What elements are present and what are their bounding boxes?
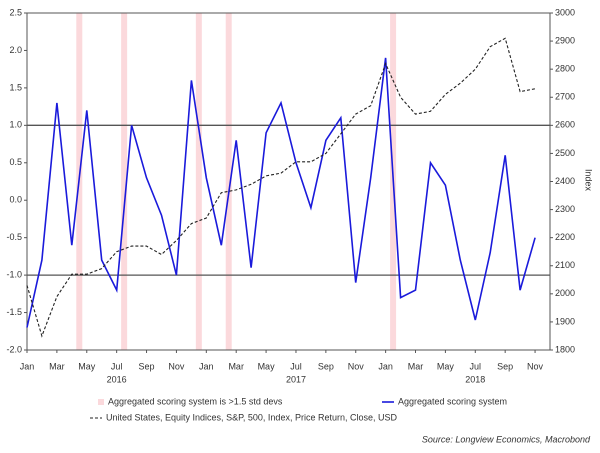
y-tick-label: 1.0 — [9, 120, 22, 130]
source: Source: Longview Economics, Macrobond — [422, 434, 591, 444]
x-tick-label: Jul — [111, 361, 123, 371]
x-tick-label: Mar — [49, 361, 65, 371]
legend-swatch — [98, 399, 104, 405]
x-tick-label: Jan — [378, 361, 393, 371]
y2-tick-label: 2600 — [555, 120, 575, 130]
y-tick-label: 0.5 — [9, 157, 22, 167]
y-tick-label: 0.0 — [9, 195, 22, 205]
y-tick-label: 2.0 — [9, 45, 22, 55]
x-tick-label: Mar — [408, 361, 424, 371]
y2-tick-label: 2300 — [555, 204, 575, 214]
legend-label: United States, Equity Indices, S&P, 500,… — [106, 412, 397, 422]
series-line — [26, 57, 536, 328]
highlight-band — [195, 13, 202, 350]
x-tick-label: Sep — [139, 361, 155, 371]
x-tick-label: Jan — [20, 361, 35, 371]
x-tick-label: May — [258, 361, 276, 371]
plot-frame — [26, 12, 551, 351]
y-tick-label: 2.5 — [9, 7, 22, 17]
y2-axis-label: Index — [584, 169, 594, 192]
x-tick-label: May — [437, 361, 455, 371]
y-tick-label: -1.0 — [6, 269, 22, 279]
x-tick-label: May — [78, 361, 96, 371]
year-label: 2018 — [465, 374, 485, 384]
y-tick-label: 1.5 — [9, 82, 22, 92]
x-tick-label: Jul — [470, 361, 482, 371]
highlight-band — [121, 13, 128, 350]
y2-tick-label: 2200 — [555, 232, 575, 242]
y-tick-label: -1.5 — [6, 307, 22, 317]
x-tick-label: Nov — [527, 361, 544, 371]
x-tick-label: Nov — [348, 361, 365, 371]
y2-tick-label: 2100 — [555, 260, 575, 270]
x-tick-label: Nov — [168, 361, 185, 371]
x-tick-label: Sep — [497, 361, 513, 371]
year-label: 2017 — [286, 374, 306, 384]
legend-label: Aggregated scoring system — [398, 396, 507, 406]
y-tick-label: -0.5 — [6, 232, 22, 242]
x-tick-label: Mar — [228, 361, 244, 371]
y-tick-label: -2.0 — [6, 344, 22, 354]
y2-tick-label: 1900 — [555, 316, 575, 326]
x-tick-label: Jul — [290, 361, 302, 371]
y2-tick-label: 2500 — [555, 148, 575, 158]
y2-tick-label: 2400 — [555, 176, 575, 186]
x-tick-label: Sep — [318, 361, 334, 371]
highlight-band — [225, 13, 232, 350]
legend-label: Aggregated scoring system is >1.5 std de… — [108, 396, 283, 406]
y2-tick-label: 2800 — [555, 64, 575, 74]
y2-tick-label: 2900 — [555, 35, 575, 45]
y2-tick-label: 3000 — [555, 7, 575, 17]
y2-tick-label: 2000 — [555, 288, 575, 298]
x-tick-label: Jan — [199, 361, 214, 371]
y2-tick-label: 1800 — [555, 344, 575, 354]
y2-tick-label: 2700 — [555, 92, 575, 102]
year-label: 2016 — [107, 374, 127, 384]
series-line — [26, 37, 536, 338]
